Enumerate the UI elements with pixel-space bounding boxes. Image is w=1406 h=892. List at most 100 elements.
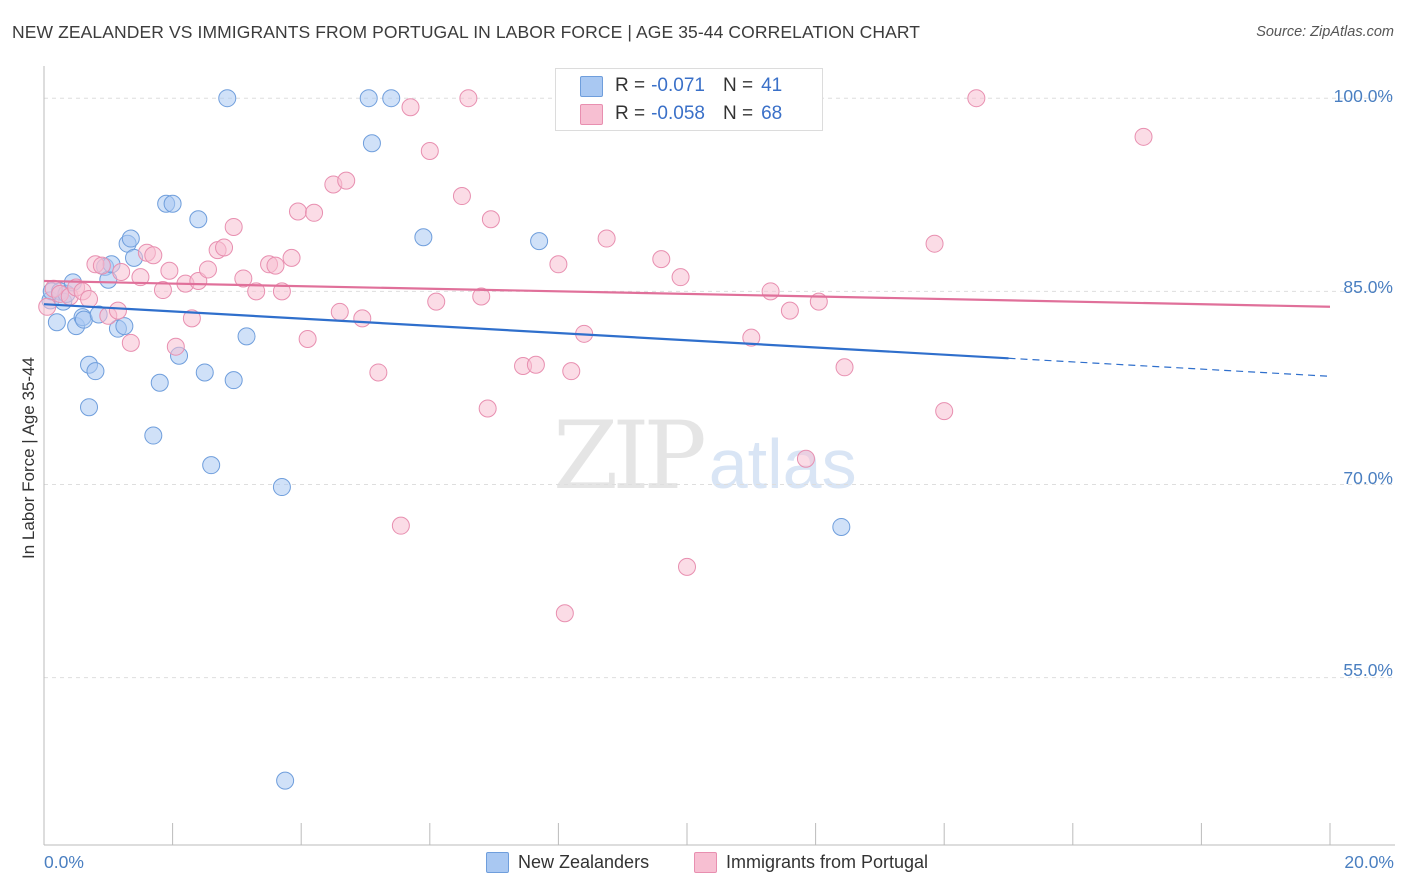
legend-row-new-zealanders: R = -0.071 N = 41 bbox=[580, 74, 782, 98]
data-point bbox=[272, 478, 291, 497]
legend-n-value: 68 bbox=[761, 103, 783, 124]
data-point bbox=[112, 263, 131, 282]
x-tick-label-right: 20.0% bbox=[1344, 852, 1394, 872]
axes bbox=[43, 66, 1395, 846]
data-point bbox=[218, 89, 237, 108]
data-point bbox=[481, 210, 500, 229]
data-point bbox=[121, 333, 140, 352]
data-point bbox=[1134, 127, 1153, 146]
data-point bbox=[131, 268, 150, 287]
data-point bbox=[144, 426, 163, 445]
data-point bbox=[742, 328, 761, 347]
data-point bbox=[353, 309, 372, 328]
data-point bbox=[198, 260, 217, 279]
data-point bbox=[202, 456, 221, 475]
data-point bbox=[359, 89, 378, 108]
data-point bbox=[526, 355, 545, 374]
data-point bbox=[796, 449, 815, 468]
data-point bbox=[652, 250, 671, 269]
trend-line-new-zealanders bbox=[43, 303, 1009, 360]
legend-swatch-blue bbox=[580, 75, 603, 97]
data-point bbox=[330, 302, 349, 321]
legend-r-label: R = bbox=[615, 75, 646, 96]
data-point bbox=[234, 269, 253, 288]
legend-row-portugal: R = -0.058 N = 68 bbox=[580, 102, 782, 126]
trend-lines bbox=[43, 279, 1331, 377]
data-point bbox=[935, 402, 954, 421]
data-point bbox=[86, 362, 105, 381]
grid-lines bbox=[44, 97, 1395, 679]
legend-item-new-zealanders[interactable]: New Zealanders bbox=[486, 852, 649, 873]
legend-swatch-pink bbox=[694, 852, 717, 873]
legend-r-value: -0.058 bbox=[651, 103, 705, 124]
data-point bbox=[391, 516, 410, 535]
data-point bbox=[266, 256, 285, 275]
data-point bbox=[247, 282, 266, 301]
stats-legend: R = -0.071 N = 41 R = -0.058 N = 68 bbox=[555, 68, 823, 131]
data-point bbox=[80, 398, 99, 417]
data-point bbox=[298, 329, 317, 348]
data-point bbox=[414, 228, 433, 247]
data-point bbox=[80, 290, 99, 309]
trend-line-new-zealanders-extension bbox=[1008, 357, 1331, 377]
data-point bbox=[92, 256, 111, 275]
data-point bbox=[761, 282, 780, 301]
legend-item-portugal[interactable]: Immigrants from Portugal bbox=[694, 852, 928, 873]
data-point bbox=[160, 261, 179, 280]
legend-label: Immigrants from Portugal bbox=[726, 852, 929, 872]
y-axis-label: In Labor Force | Age 35-44 bbox=[19, 357, 38, 559]
data-point bbox=[47, 313, 66, 332]
legend-r-label: R = bbox=[615, 103, 646, 124]
y-tick-label: 55.0% bbox=[1343, 660, 1393, 680]
source-label: Source: ZipAtlas.com bbox=[1256, 24, 1394, 40]
data-point bbox=[835, 358, 854, 377]
data-point bbox=[472, 287, 491, 306]
legend-n-label: N = bbox=[722, 103, 754, 124]
legend-n-label: N = bbox=[722, 75, 754, 96]
data-point bbox=[282, 248, 301, 267]
series-new-zealanders-points bbox=[41, 89, 851, 790]
legend-n-value: 41 bbox=[761, 75, 783, 96]
data-point bbox=[276, 771, 295, 790]
legend-swatch-pink bbox=[580, 103, 603, 125]
data-point bbox=[530, 232, 549, 251]
data-point bbox=[671, 268, 690, 287]
data-point bbox=[337, 171, 356, 190]
data-point bbox=[562, 362, 581, 381]
data-point bbox=[224, 371, 243, 390]
data-point bbox=[189, 210, 208, 229]
data-point bbox=[967, 89, 986, 108]
data-point bbox=[925, 234, 944, 253]
data-point bbox=[305, 203, 324, 222]
data-point bbox=[362, 134, 381, 153]
legend-label: New Zealanders bbox=[518, 852, 650, 872]
data-point bbox=[108, 301, 127, 320]
data-point bbox=[272, 282, 291, 301]
data-point bbox=[382, 89, 401, 108]
trend-line-portugal bbox=[43, 279, 1331, 308]
data-point bbox=[215, 238, 234, 257]
data-point bbox=[38, 297, 57, 316]
data-point bbox=[195, 363, 214, 382]
data-point bbox=[150, 373, 169, 392]
chart-title: NEW ZEALANDER VS IMMIGRANTS FROM PORTUGA… bbox=[12, 22, 921, 42]
x-tick-label-left: 0.0% bbox=[44, 852, 84, 872]
data-point bbox=[459, 89, 478, 108]
data-point bbox=[224, 217, 243, 236]
data-point bbox=[678, 557, 696, 576]
data-point bbox=[452, 187, 471, 206]
data-point bbox=[555, 604, 574, 623]
data-point bbox=[369, 363, 388, 382]
data-point bbox=[427, 292, 446, 311]
data-point bbox=[153, 281, 172, 300]
data-point bbox=[549, 255, 568, 274]
data-point bbox=[401, 98, 420, 117]
y-tick-label: 85.0% bbox=[1343, 277, 1393, 297]
y-tick-label: 100.0% bbox=[1333, 86, 1393, 106]
data-point bbox=[780, 301, 799, 320]
data-point bbox=[121, 229, 140, 248]
data-point bbox=[166, 337, 185, 356]
data-point bbox=[237, 327, 256, 346]
y-tick-label: 70.0% bbox=[1343, 468, 1393, 488]
data-point bbox=[163, 194, 182, 213]
